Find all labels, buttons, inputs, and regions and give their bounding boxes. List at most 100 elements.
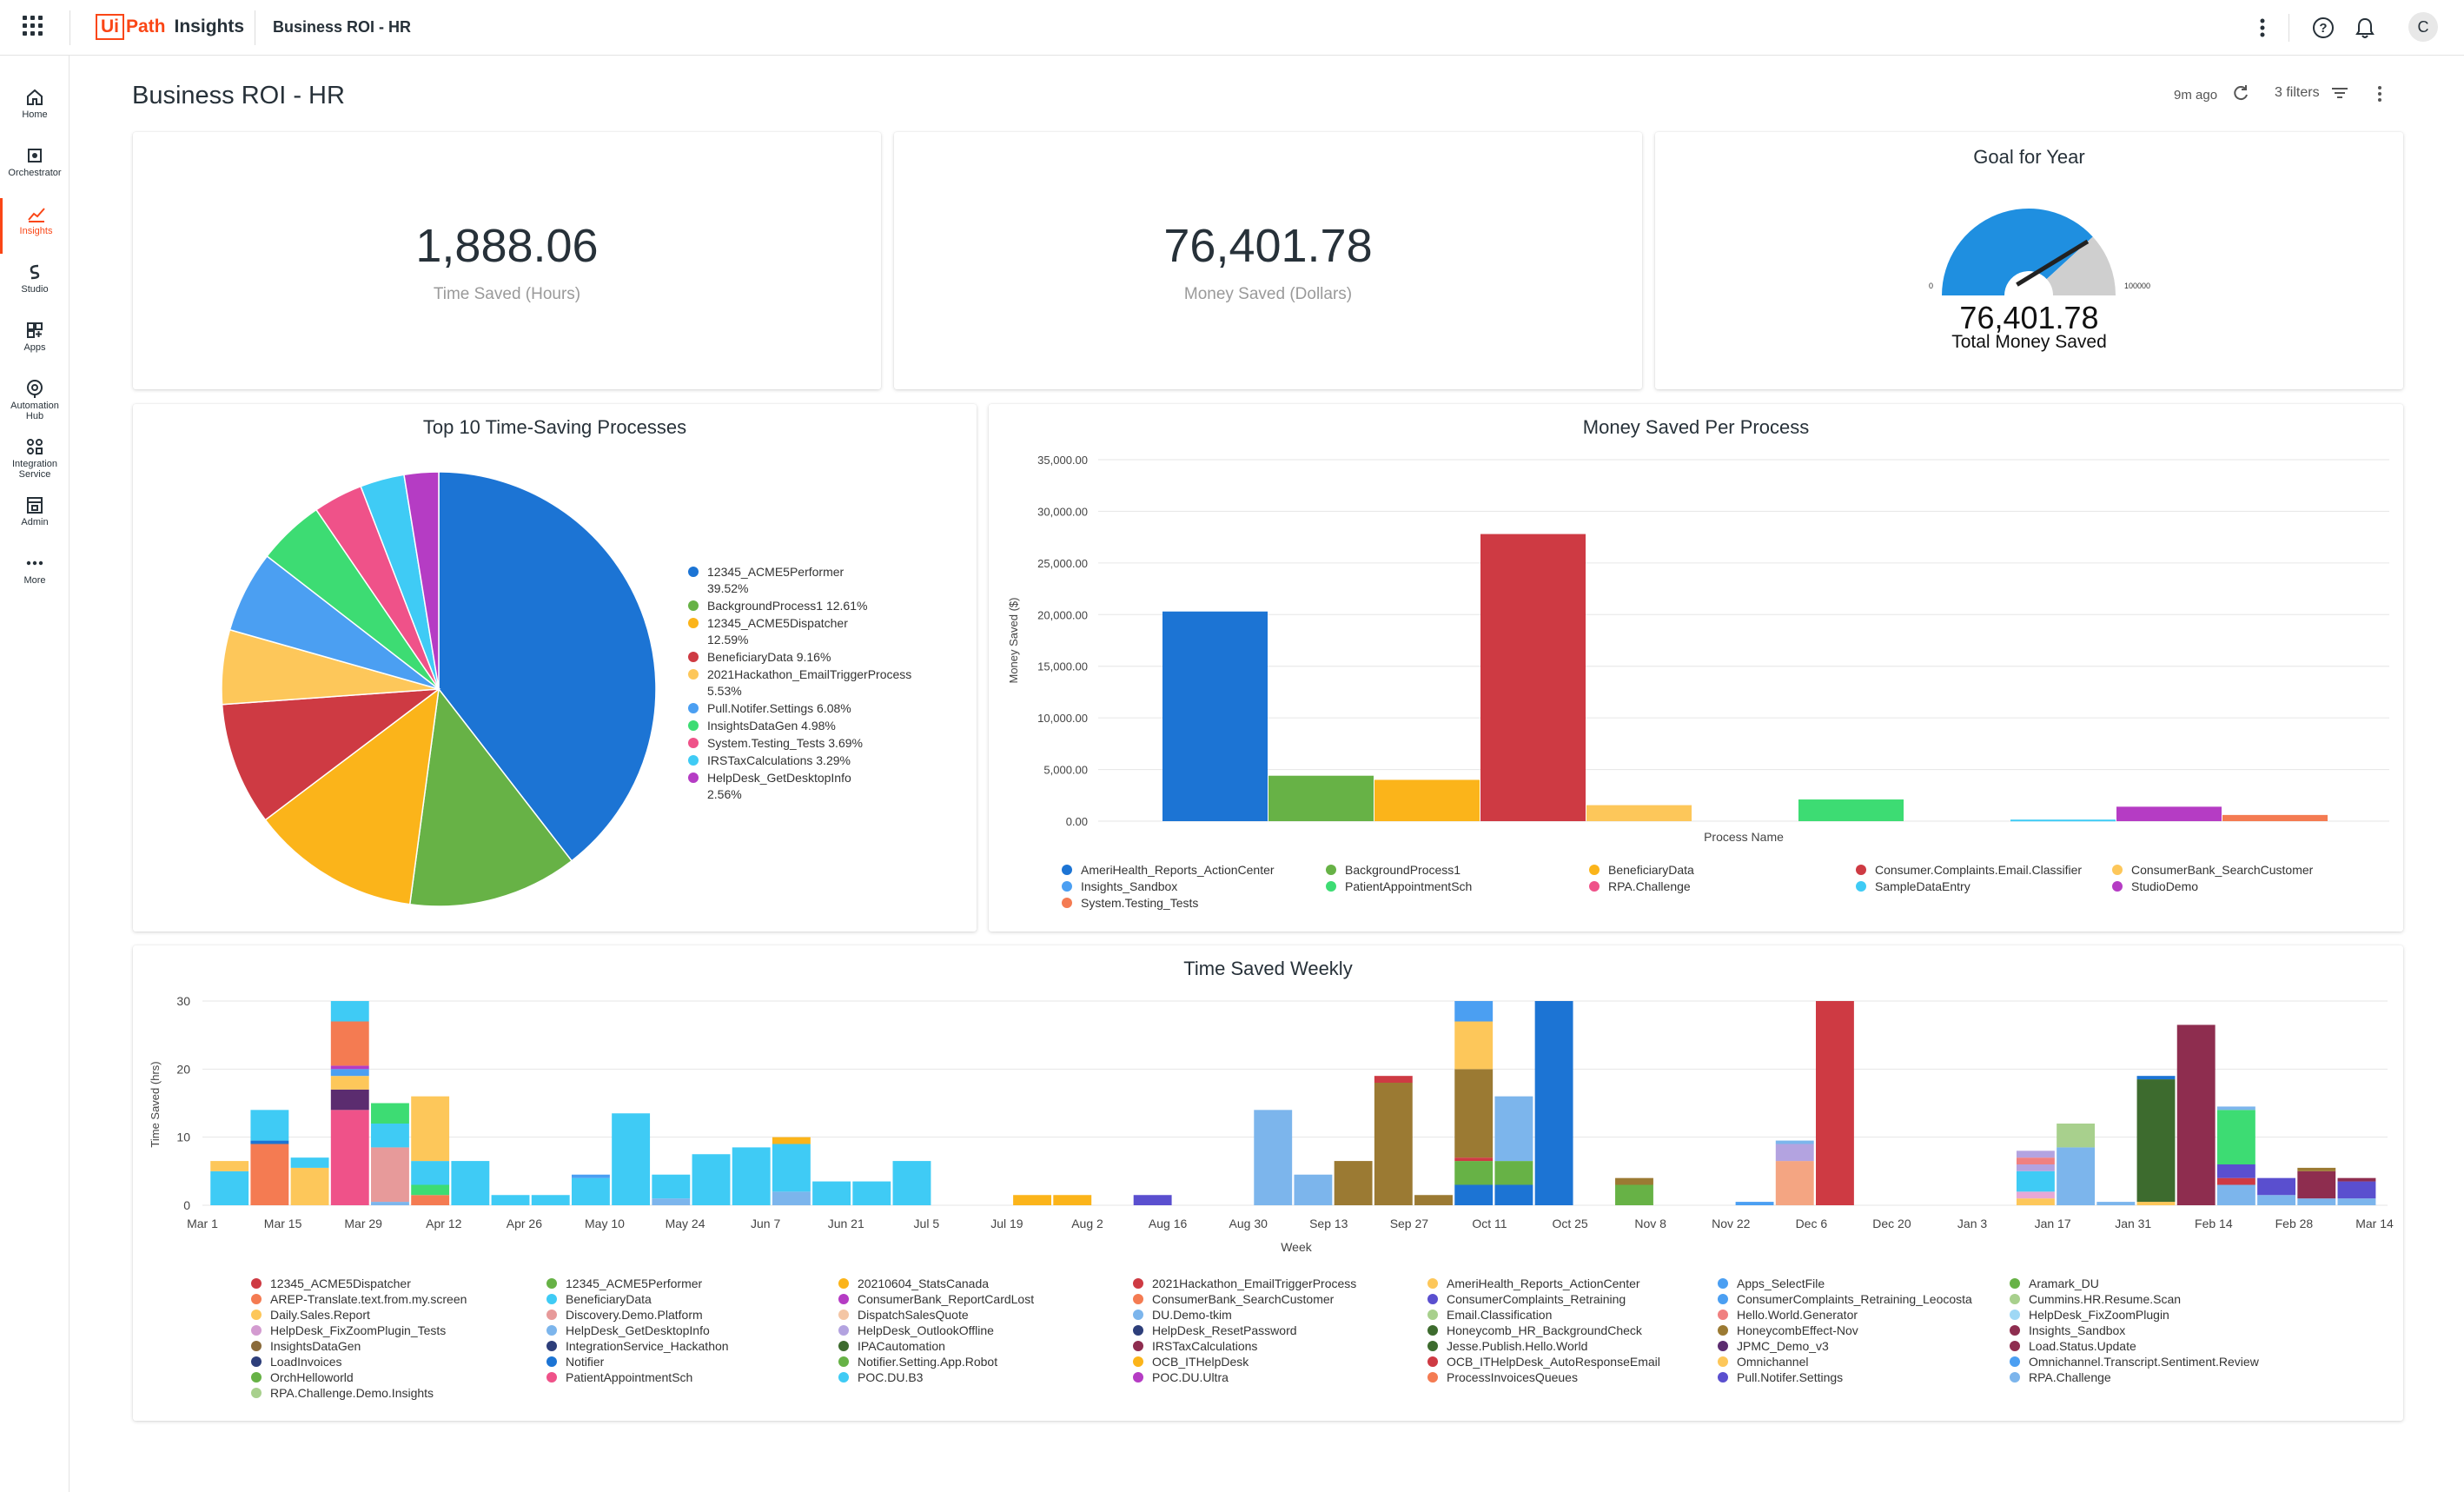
- logo-text: Path: [126, 17, 166, 36]
- sidebar-item-admin[interactable]: Admin: [0, 489, 70, 545]
- legend-label: Pull.Notifer.Settings 6.08%: [707, 701, 851, 715]
- bar: [1480, 534, 1586, 821]
- sidebar-item-more[interactable]: More: [0, 547, 70, 603]
- bar-segment: [2057, 1147, 2096, 1205]
- kpi-value: 1,888.06: [415, 220, 599, 272]
- breadcrumb: Business ROI - HR: [273, 18, 412, 36]
- bar-segment: [2337, 1181, 2376, 1199]
- top-bar: Ui Path Insights Business ROI - HR ? C: [0, 0, 2464, 56]
- sidebar-item-label: Home: [22, 109, 48, 120]
- legend-percent: 5.53%: [707, 684, 742, 698]
- legend-label: BeneficiaryData: [1608, 863, 1694, 877]
- x-axis-label: Week: [1281, 1240, 1313, 1254]
- x-tick-label: Jan 31: [2115, 1217, 2151, 1230]
- bar-segment: [250, 1144, 289, 1205]
- x-tick-label: Nov 22: [1712, 1217, 1751, 1230]
- bar: [1268, 775, 1374, 821]
- legend-label: System.Testing_Tests 3.69%: [707, 736, 863, 750]
- legend-label: PatientAppointmentSch: [566, 1370, 692, 1384]
- legend-label: 2021Hackathon_EmailTriggerProcess: [1152, 1276, 1356, 1290]
- dashboard-menu-icon[interactable]: [2377, 85, 2382, 107]
- sidebar-item-home[interactable]: Home: [0, 82, 70, 137]
- x-tick-label: Oct 11: [1472, 1217, 1507, 1230]
- legend-label: Daily.Sales.Report: [270, 1308, 370, 1322]
- sidebar-item-label: Integration Service: [12, 459, 57, 480]
- y-tick-label: 0.00: [1066, 815, 1088, 828]
- legend-label: DispatchSalesQuote: [858, 1308, 969, 1322]
- weekly-stacked-chart: 0 10 20 30 Mar 1 Mar 15 Mar 29 Apr 12 Apr 26 May …: [149, 994, 2394, 1400]
- bar-segment: [2216, 1184, 2255, 1205]
- pie-slice: [221, 688, 441, 821]
- sidebar-item-label: Automation Hub: [10, 401, 59, 421]
- help-icon[interactable]: ?: [2309, 14, 2337, 42]
- legend-marker: [1133, 1278, 1143, 1289]
- kpi-label: Time Saved (Hours): [433, 285, 581, 303]
- y-tick-label: 20: [176, 1062, 190, 1076]
- sidebar-item-apps[interactable]: Apps: [0, 315, 70, 370]
- bar-segment: [1013, 1195, 1052, 1205]
- legend-label: DU.Demo-tkim: [1152, 1308, 1232, 1322]
- legend-label: HelpDesk_GetDesktopInfo: [707, 771, 851, 785]
- bar-segment: [1534, 1001, 1573, 1205]
- sidebar-item-integration-service[interactable]: Integration Service: [0, 431, 70, 487]
- sidebar-item-orchestrator[interactable]: Orchestrator: [0, 140, 70, 196]
- bar-segment: [1334, 1161, 1373, 1205]
- legend-marker: [1062, 898, 1072, 908]
- sidebar-item-insights[interactable]: Insights: [0, 198, 70, 254]
- legend-marker: [1133, 1372, 1143, 1383]
- legend-marker: [2010, 1325, 2020, 1336]
- sidebar-item-automation-hub[interactable]: Automation Hub: [0, 373, 70, 428]
- bar-segment: [2337, 1198, 2376, 1205]
- pie-slice: [408, 687, 573, 907]
- filters-button[interactable]: 3 filters: [2275, 85, 2349, 101]
- bar-segment: [2057, 1124, 2096, 1148]
- legend-marker: [251, 1310, 262, 1320]
- legend-label: Load.Status.Update: [2029, 1339, 2136, 1353]
- legend-marker: [838, 1341, 849, 1351]
- legend-label: AmeriHealth_Reports_ActionCenter: [1447, 1276, 1640, 1290]
- weekly-card: Time Saved Weekly 0 10 20 30 Mar 1 Mar 15 Mar …: [133, 945, 2403, 1421]
- legend-marker: [688, 652, 699, 662]
- legend-marker: [2010, 1341, 2020, 1351]
- legend-label: Cummins.HR.Resume.Scan: [2029, 1292, 2181, 1306]
- bar-segment: [852, 1181, 891, 1205]
- avatar[interactable]: C: [2408, 12, 2438, 42]
- bar-segment: [2136, 1202, 2176, 1205]
- insights-icon: [27, 208, 45, 222]
- refresh-icon[interactable]: [2231, 83, 2250, 107]
- legend-label: 12345_ACME5Performer: [707, 565, 845, 579]
- legend-marker: [1062, 881, 1072, 892]
- bar-segment: [1454, 1069, 1494, 1158]
- app-launcher-icon[interactable]: [23, 16, 45, 38]
- bar-segment: [1254, 1110, 1293, 1205]
- bar: [1162, 611, 1268, 821]
- legend-marker: [1427, 1341, 1438, 1351]
- bar-segment: [1735, 1202, 1774, 1205]
- uipath-logo[interactable]: Ui Path Insights: [96, 14, 244, 40]
- legend-marker: [688, 669, 699, 680]
- sidebar-item-studio[interactable]: Studio: [0, 256, 70, 312]
- x-tick-label: Mar 14: [2355, 1217, 2394, 1230]
- legend-marker: [1427, 1356, 1438, 1367]
- notification-bell-icon[interactable]: [2351, 14, 2379, 42]
- page-title: Business ROI - HR: [132, 82, 345, 109]
- bar-segment: [772, 1191, 811, 1205]
- sidebar: Home Orchestrator Insights Studio Apps A…: [0, 56, 70, 1492]
- legend-marker: [1427, 1310, 1438, 1320]
- x-tick-label: May 10: [585, 1217, 625, 1230]
- bar-segment: [1133, 1195, 1172, 1205]
- bar-segment: [411, 1184, 450, 1196]
- legend-label: IRSTaxCalculations 3.29%: [707, 753, 851, 767]
- bar-segment: [531, 1195, 570, 1205]
- legend-label: SampleDataEntry: [1875, 879, 1971, 893]
- legend-marker: [1133, 1294, 1143, 1304]
- bar-segment: [1775, 1144, 1814, 1162]
- bar-segment: [2297, 1167, 2336, 1171]
- legend-marker: [2010, 1310, 2020, 1320]
- legend-label: Honeycomb_HR_BackgroundCheck: [1447, 1323, 1643, 1337]
- kpi-card-money-saved: 76,401.78 Money Saved (Dollars): [894, 132, 1642, 389]
- legend-label: Pull.Notifer.Settings: [1737, 1370, 1843, 1384]
- gauge-value-arc: [1942, 208, 2093, 295]
- more-vert-icon[interactable]: [2249, 14, 2276, 42]
- kpi-value: 76,401.78: [1163, 220, 1373, 272]
